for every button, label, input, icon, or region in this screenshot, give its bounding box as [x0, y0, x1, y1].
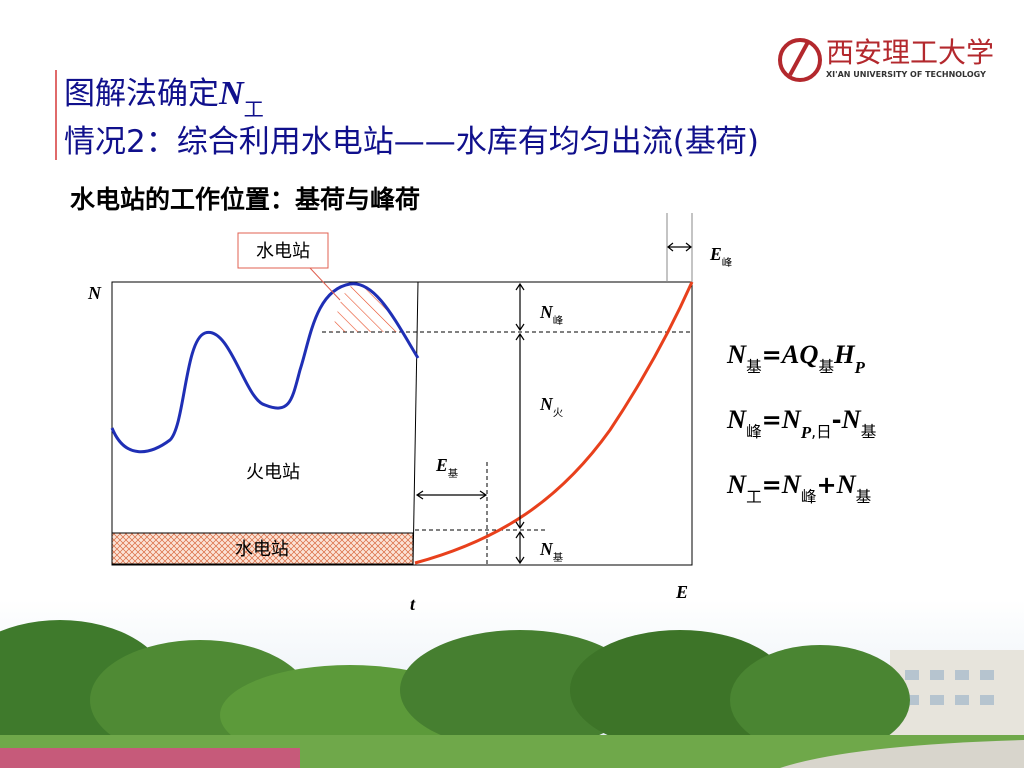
- callout-pointer: [309, 267, 341, 301]
- text-part: =: [762, 471, 782, 499]
- diagram-label: E基: [435, 455, 459, 480]
- variable: N: [841, 404, 862, 434]
- axis-t: t: [410, 594, 416, 614]
- hydro-base-block: [111, 532, 414, 565]
- variable: N: [539, 394, 554, 414]
- arrows: [415, 242, 692, 565]
- variable: P: [800, 423, 812, 442]
- thermal-label: 火电站: [246, 462, 300, 483]
- subtitle: 水电站的工作位置：基荷与峰荷: [70, 185, 420, 214]
- subscript: 工: [746, 488, 762, 506]
- variable: N: [726, 404, 747, 434]
- variable: N: [781, 404, 802, 434]
- text-part: =: [762, 406, 782, 434]
- callout-box: [237, 232, 329, 269]
- axis-e: E: [675, 582, 688, 602]
- logo-name: 西安理工大学: [826, 36, 994, 69]
- subscript: 峰: [553, 315, 564, 327]
- subscript: ,日: [811, 423, 832, 441]
- text-part: +: [816, 471, 836, 499]
- diagram-label: N基: [539, 539, 564, 564]
- variable: N: [218, 75, 245, 112]
- formula: N峰=NP,日-N基: [726, 404, 877, 442]
- frame: [111, 281, 693, 566]
- divider: [412, 281, 419, 566]
- hydro-base-label: 水电站: [235, 539, 289, 560]
- axis-n: N: [87, 283, 102, 303]
- variable: N: [539, 539, 554, 559]
- subscript: 基: [856, 488, 872, 506]
- formula: N基=AQ基HP: [726, 339, 866, 377]
- background-scenery: [0, 600, 1024, 768]
- variable: N: [781, 469, 802, 499]
- title-line1: 图解法确定N工: [64, 75, 264, 121]
- diagram-label: E峰: [709, 244, 733, 269]
- logo-subtitle: XI'AN UNIVERSITY OF TECHNOLOGY: [826, 70, 986, 79]
- text-part: 图解法确定: [64, 76, 219, 112]
- subscript: 基: [553, 551, 564, 564]
- formula: N工=N峰+N基: [726, 469, 872, 506]
- diagram: [110, 213, 694, 566]
- title-line2: 情况2：综合利用水电站——水库有均匀出流(基荷): [64, 124, 759, 160]
- logo: 西安理工大学 XI'AN UNIVERSITY OF TECHNOLOGY: [778, 36, 994, 82]
- diagram-label: N火: [539, 394, 563, 419]
- subscript: 峰: [722, 257, 733, 269]
- load-curve: [110, 282, 420, 454]
- variable: N: [539, 302, 554, 322]
- variable: N: [836, 469, 857, 499]
- variable: E: [435, 455, 448, 475]
- subscript: 工: [244, 97, 264, 121]
- variable: N: [726, 339, 747, 369]
- variable: E: [709, 244, 722, 264]
- diagram-label: N峰: [539, 302, 564, 327]
- variable: H: [833, 339, 856, 369]
- subscript: 基: [746, 358, 762, 376]
- variable: N: [726, 469, 747, 499]
- text-part: -: [832, 406, 842, 434]
- variable: P: [854, 358, 866, 377]
- subscript: 基: [818, 358, 834, 376]
- callout-label: 水电站: [256, 241, 310, 262]
- subscript: 峰: [746, 423, 762, 441]
- subscript: 峰: [801, 488, 817, 506]
- text-part: =: [762, 341, 782, 369]
- subscript: 基: [448, 467, 459, 480]
- variable: AQ: [780, 339, 819, 369]
- energy-curve: [414, 281, 694, 565]
- subscript: 基: [861, 423, 877, 441]
- peak-hatch: [332, 284, 400, 332]
- subscript: 火: [553, 407, 563, 419]
